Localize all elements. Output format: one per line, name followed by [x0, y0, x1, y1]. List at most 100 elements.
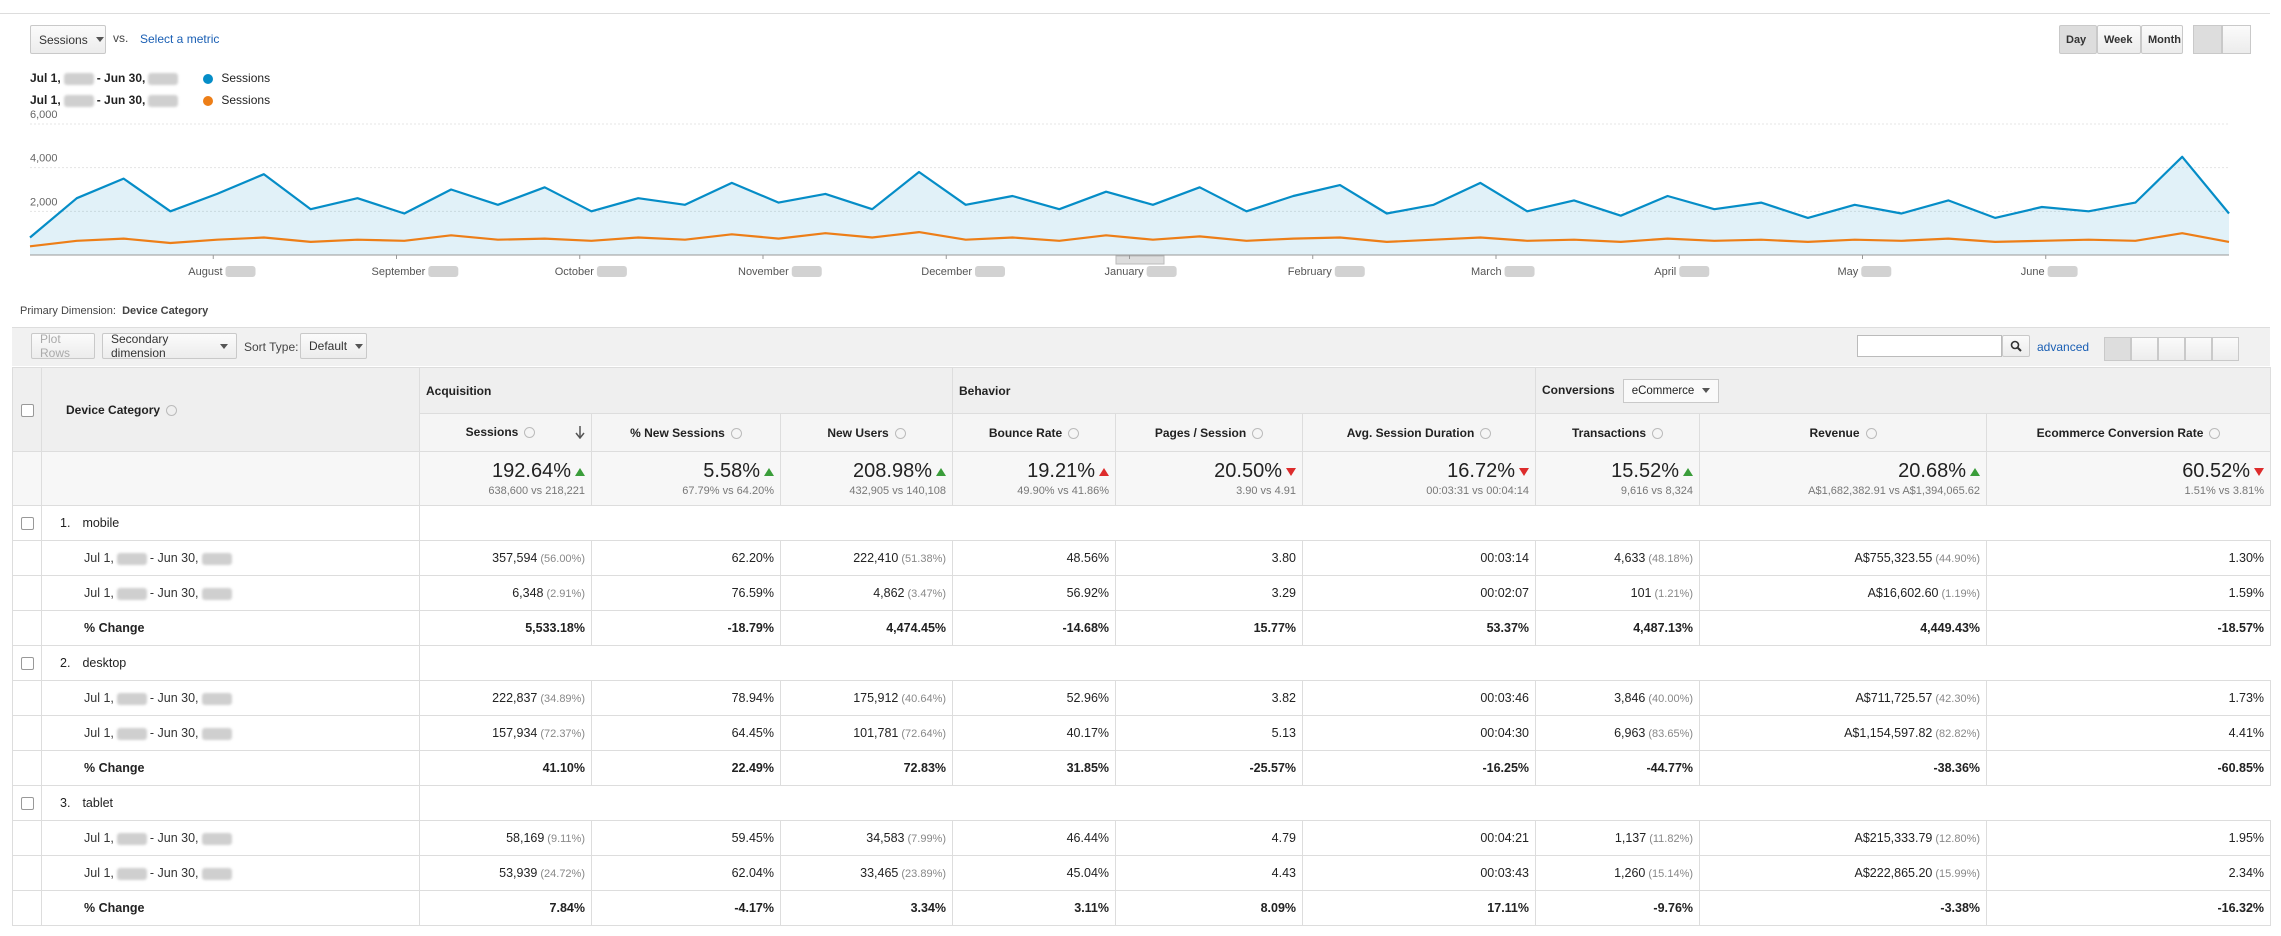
value-cell: 15.77%	[1115, 610, 1304, 646]
period-row: Jul 1, - Jun 30, 58,169 (9.11%) 59.45% 34,583…	[12, 820, 2272, 856]
checkbox[interactable]	[20, 403, 34, 417]
summary-value-wrap: 20.68%	[1706, 460, 1981, 483]
value: -16.25%	[1482, 761, 1530, 775]
dimension-value[interactable]: tablet	[82, 796, 114, 810]
view-performance[interactable]	[2158, 337, 2185, 361]
column-header[interactable]: % New Sessions	[591, 413, 781, 452]
view-pie[interactable]	[2131, 337, 2158, 361]
period-button[interactable]: Month	[2141, 25, 2183, 54]
period-button[interactable]: Week	[2097, 25, 2141, 54]
value: 72.83%	[903, 761, 947, 775]
value: 46.44%	[1066, 831, 1110, 845]
value-cell: 76.59%	[591, 575, 781, 611]
plot-rows-button[interactable]: Plot Rows	[31, 332, 95, 360]
summary-cell: 15.52% 9,616 vs 8,324	[1535, 451, 1701, 506]
column-header[interactable]: Pages / Session	[1115, 413, 1304, 452]
summary-empty	[41, 451, 420, 506]
change-label: % Change	[41, 750, 420, 786]
dimension-value[interactable]: mobile	[82, 516, 120, 530]
value-cell: -44.77%	[1535, 750, 1701, 786]
value: 00:03:46	[1480, 691, 1530, 705]
summary-value-wrap: 19.21%	[959, 460, 1110, 483]
change-arrow	[1519, 467, 1530, 476]
value: 62.04%	[731, 866, 774, 880]
dimension-value[interactable]: desktop	[82, 656, 127, 670]
redacted-year	[116, 727, 147, 740]
search-input[interactable]	[1857, 335, 2002, 357]
search-button[interactable]	[2002, 335, 2030, 357]
top-rule	[0, 13, 2270, 14]
value: 1.95%	[2228, 831, 2265, 845]
motion-chart-button[interactable]	[2222, 25, 2251, 54]
redacted-year	[148, 72, 179, 85]
value-cell: 31.85%	[952, 750, 1117, 786]
value-cell: 62.20%	[591, 540, 781, 576]
legend-item: Jul 1, - Jun 30, Sessions	[30, 93, 270, 107]
value: 157,934	[492, 726, 538, 740]
value: 4.43	[1271, 866, 1297, 880]
value-cell: -38.36%	[1699, 750, 1988, 786]
column-header[interactable]: Transactions	[1535, 413, 1701, 452]
column-header-label: New Users	[827, 425, 889, 440]
column-header[interactable]: New Users	[779, 413, 954, 452]
value: 1,137	[1614, 831, 1647, 845]
column-header-label: Pages / Session	[1154, 425, 1247, 440]
value-cell: 46.44%	[952, 820, 1117, 856]
share: (1.21%)	[1654, 588, 1694, 600]
secondary-dimension[interactable]: Secondary dimension	[102, 332, 237, 360]
value-cell: 3,846 (40.00%)	[1535, 680, 1701, 716]
value: 53.37%	[1486, 621, 1530, 635]
value: 4,633	[1614, 551, 1646, 565]
value-cell: -60.85%	[1986, 750, 2272, 786]
redacted-year	[1679, 266, 1710, 277]
advanced-link[interactable]: advanced	[2037, 340, 2090, 354]
metric-dropdown[interactable]: Sessions	[30, 25, 106, 54]
checkbox[interactable]	[20, 517, 34, 531]
value-cell: -4.17%	[591, 890, 781, 926]
group-dropdown-label: eCommerce	[1631, 384, 1695, 397]
empty	[12, 890, 42, 926]
redacted-year	[201, 587, 232, 600]
sort-dropdown[interactable]: Default	[300, 333, 367, 359]
value-cell: A$711,725.57 (42.30%)	[1699, 680, 1988, 716]
value-cell: 222,837 (34.89%)	[419, 680, 592, 716]
value: 33,465	[860, 866, 899, 880]
period-button[interactable]: Day	[2059, 25, 2097, 54]
value: -9.76%	[1653, 901, 1694, 915]
column-header[interactable]: Ecommerce Conversion Rate	[1986, 413, 2272, 452]
help-icon	[730, 427, 742, 439]
value: 00:03:14	[1480, 551, 1530, 565]
value-cell: 1,137 (11.82%)	[1535, 820, 1701, 856]
view-pivot[interactable]	[2212, 337, 2239, 361]
redacted-year	[225, 266, 256, 277]
share: (48.18%)	[1648, 553, 1694, 565]
view-comparison[interactable]	[2185, 337, 2212, 361]
share: (12.80%)	[1935, 833, 1981, 845]
group-name: Conversions	[1542, 382, 1615, 397]
column-header[interactable]: Bounce Rate	[952, 413, 1117, 452]
caret	[1702, 388, 1711, 393]
value-cell: 3.80	[1115, 540, 1304, 576]
group-header-row: Device Category Acquisition Behavior Conver…	[12, 367, 2272, 452]
value-cell: 3.82	[1115, 680, 1304, 716]
value: -4.17%	[734, 901, 774, 915]
help-icon	[1252, 427, 1264, 439]
view-table[interactable]	[2104, 337, 2131, 361]
legend-date: Jul 1, - Jun 30,	[30, 93, 181, 107]
column-header[interactable]: Revenue	[1699, 413, 1988, 452]
group-dropdown[interactable]: eCommerce	[1622, 378, 1720, 403]
column-header[interactable]: Avg. Session Duration	[1302, 413, 1537, 452]
x-tick-label: November	[738, 266, 789, 278]
value: 6,348	[512, 586, 544, 600]
checkbox[interactable]	[20, 657, 34, 671]
select-metric-link[interactable]: Select a metric	[140, 32, 220, 46]
value: 4.41%	[2228, 726, 2265, 740]
value-cell: 52.96%	[952, 680, 1117, 716]
value: 15.77%	[1253, 621, 1297, 635]
line-chart-button[interactable]	[2193, 25, 2222, 54]
checkbox[interactable]	[20, 797, 34, 811]
column-header[interactable]: Sessions	[419, 413, 592, 452]
change-arrow	[2254, 467, 2265, 476]
value: 78.94%	[731, 691, 774, 705]
summary-value-wrap: 20.50%	[1122, 460, 1297, 483]
